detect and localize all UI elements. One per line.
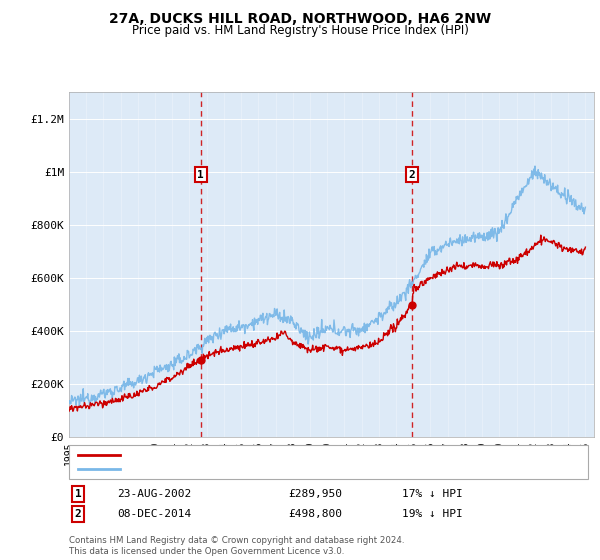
Text: 19% ↓ HPI: 19% ↓ HPI bbox=[402, 509, 463, 519]
Text: £498,800: £498,800 bbox=[288, 509, 342, 519]
Text: 27A, DUCKS HILL ROAD, NORTHWOOD, HA6 2NW (detached house): 27A, DUCKS HILL ROAD, NORTHWOOD, HA6 2NW… bbox=[129, 450, 485, 460]
Text: 2: 2 bbox=[409, 170, 415, 180]
Text: HPI: Average price, detached house, Hillingdon: HPI: Average price, detached house, Hill… bbox=[129, 464, 416, 474]
Text: Price paid vs. HM Land Registry's House Price Index (HPI): Price paid vs. HM Land Registry's House … bbox=[131, 24, 469, 36]
Text: 23-AUG-2002: 23-AUG-2002 bbox=[117, 489, 191, 499]
Text: 2: 2 bbox=[74, 509, 82, 519]
Text: 08-DEC-2014: 08-DEC-2014 bbox=[117, 509, 191, 519]
Text: 17% ↓ HPI: 17% ↓ HPI bbox=[402, 489, 463, 499]
Text: 1: 1 bbox=[197, 170, 204, 180]
Text: Contains HM Land Registry data © Crown copyright and database right 2024.
This d: Contains HM Land Registry data © Crown c… bbox=[69, 536, 404, 556]
Text: £289,950: £289,950 bbox=[288, 489, 342, 499]
Text: 1: 1 bbox=[74, 489, 82, 499]
Text: 27A, DUCKS HILL ROAD, NORTHWOOD, HA6 2NW: 27A, DUCKS HILL ROAD, NORTHWOOD, HA6 2NW bbox=[109, 12, 491, 26]
